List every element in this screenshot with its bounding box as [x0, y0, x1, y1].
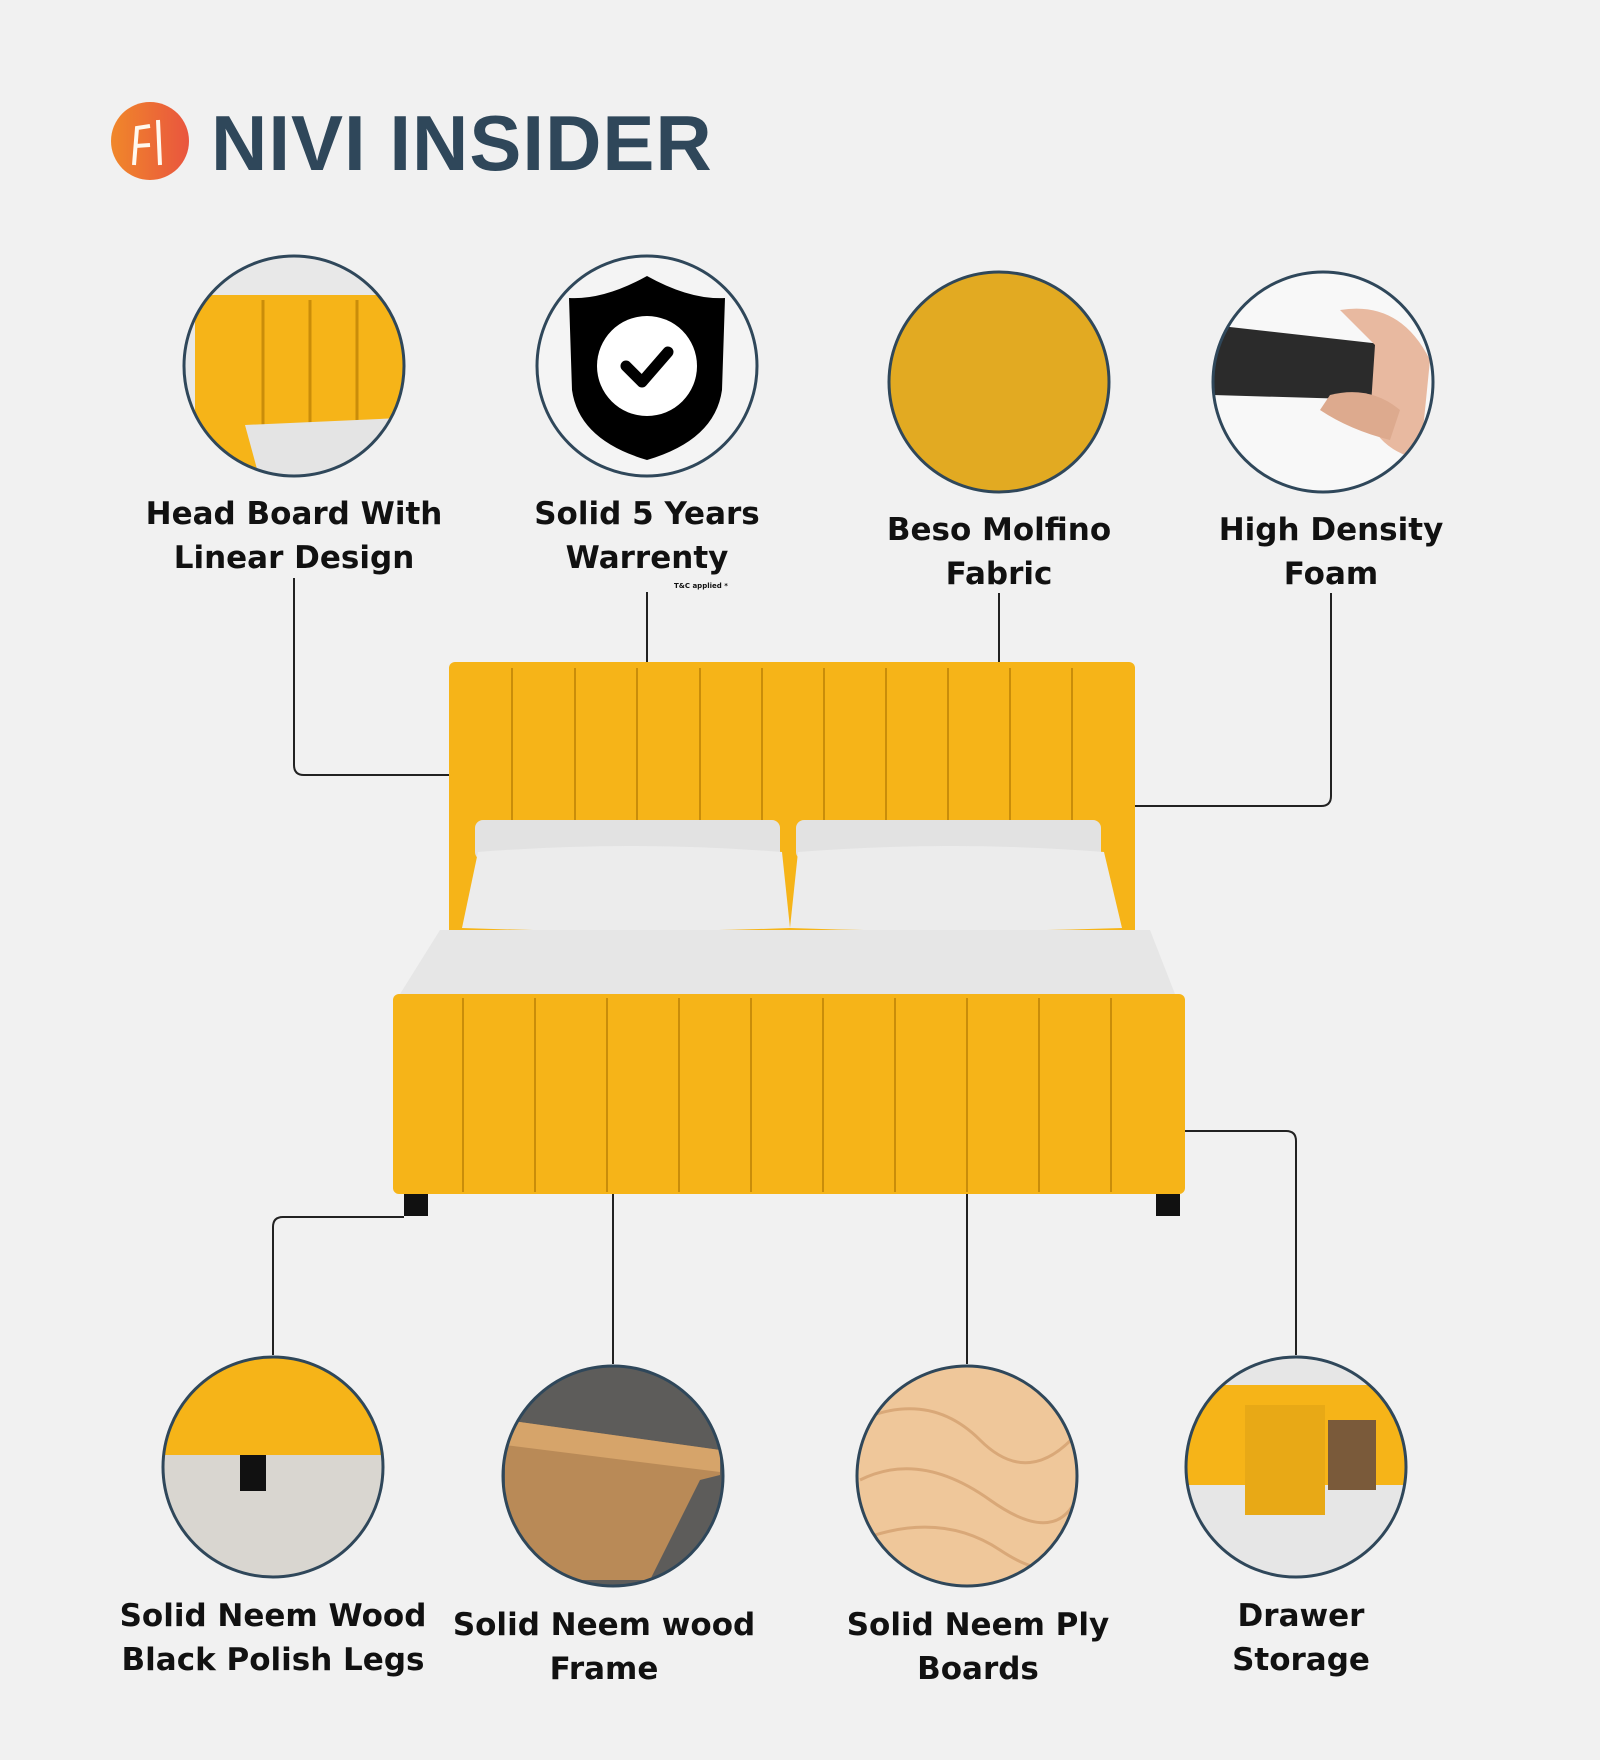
feature-label-line: Storage [1232, 1642, 1370, 1678]
feature-label-line: High Density [1218, 512, 1444, 548]
headboard-detail-image [182, 254, 406, 478]
feature-label-line: Foam [1283, 556, 1379, 592]
feature-label-line: Solid Neem Ply [846, 1607, 1110, 1643]
feature-label-line: Linear Design [173, 540, 415, 576]
feature-label-line: Boards [917, 1651, 1039, 1687]
feature-label-line: Drawer [1237, 1598, 1365, 1634]
legs-detail-image [161, 1355, 385, 1579]
feature-label-line: Fabric [945, 556, 1053, 592]
feature-label-line: Black Polish Legs [121, 1642, 425, 1678]
foam-detail-image [1211, 270, 1435, 494]
brand-logo-icon [111, 102, 189, 180]
drawer-detail-image [1184, 1355, 1408, 1579]
feature-legs: Solid Neem Wood Black Polish Legs [93, 1594, 453, 1682]
feature-ply-boards: Solid Neem Ply Boards [798, 1603, 1158, 1691]
feature-label-line: Frame [549, 1651, 659, 1687]
feature-frame: Solid Neem wood Frame [424, 1603, 784, 1691]
feature-foam: High Density Foam [1151, 508, 1511, 596]
bed-leg [1156, 1194, 1180, 1216]
brand-name: NIVI INSIDER [211, 99, 713, 187]
feature-label-line: Solid Neem Wood [119, 1598, 427, 1634]
feature-label-line: Head Board With [145, 496, 443, 532]
feature-fabric: Beso Molfino Fabric [819, 508, 1179, 596]
bed-illustration [393, 662, 1185, 1216]
feature-drawer: Drawer Storage [1121, 1594, 1481, 1682]
feature-label-line: Beso Molfino [886, 512, 1112, 548]
feature-label-line: Solid 5 Years [534, 496, 760, 532]
fabric-detail-image [887, 270, 1111, 494]
ply-board-detail-image [855, 1364, 1079, 1588]
feature-headboard: Head Board With Linear Design [114, 492, 474, 580]
feature-warranty: Solid 5 Years Warrenty [467, 492, 827, 580]
feature-label-line: Solid Neem wood [452, 1607, 756, 1643]
terms-note: T&C applied * [674, 582, 728, 590]
wood-frame-detail-image [501, 1364, 725, 1588]
bed-leg [404, 1194, 428, 1216]
feature-label-line: Warrenty [565, 540, 729, 576]
shield-check-icon [535, 254, 759, 478]
